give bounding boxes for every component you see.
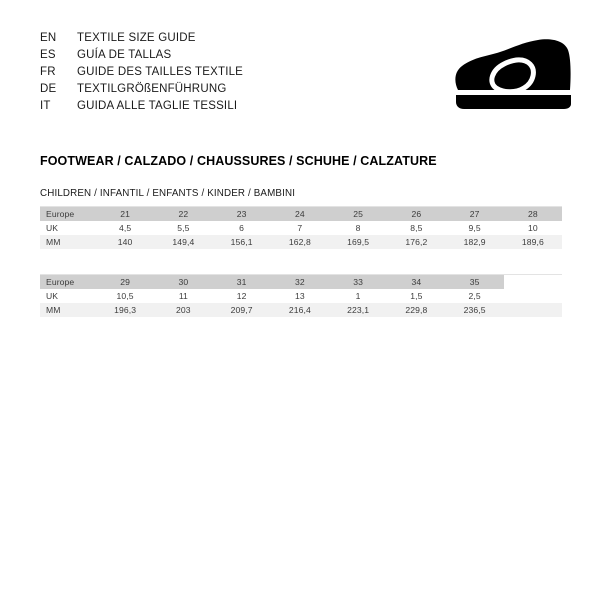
- cell: 25: [329, 206, 388, 221]
- language-title: GUIDE DES TAILLES TEXTILE: [77, 66, 244, 78]
- cell: 8: [329, 221, 388, 235]
- cell: 236,5: [445, 303, 504, 317]
- table-row: MM 196,3 203 209,7 216,4 223,1 229,8 236…: [40, 303, 562, 317]
- cell: 34: [387, 274, 446, 289]
- table-row: Europe 29 30 31 32 33 34 35: [40, 274, 562, 289]
- language-row-it: IT GUIDA ALLE TAGLIE TESSILI: [40, 100, 243, 117]
- cell: 24: [270, 206, 329, 221]
- cell: 2,5: [445, 289, 504, 303]
- language-row-de: DE TEXTILGRÖßENFÜHRUNG: [40, 83, 243, 100]
- footwear-section: FOOTWEAR / CALZADO / CHAUSSURES / SCHUHE…: [40, 154, 562, 317]
- table-row: UK 10,5 11 12 13 1 1,5 2,5: [40, 289, 562, 303]
- language-row-en: EN TEXTILE SIZE GUIDE: [40, 32, 243, 49]
- cell: 162,8: [270, 235, 329, 249]
- cell: 149,4: [154, 235, 213, 249]
- row-label: MM: [40, 235, 96, 249]
- language-code: IT: [40, 100, 51, 112]
- cell: 1: [329, 289, 388, 303]
- cell: 10: [503, 221, 562, 235]
- row-label: Europe: [40, 274, 96, 289]
- row-label: MM: [40, 303, 96, 317]
- cell: 33: [329, 274, 388, 289]
- row-label: UK: [40, 221, 96, 235]
- language-title: GUÍA DE TALLAS: [77, 49, 172, 61]
- cell: 23: [212, 206, 271, 221]
- language-code: FR: [40, 66, 56, 78]
- cell: 30: [154, 274, 213, 289]
- language-code: DE: [40, 83, 57, 95]
- cell: 11: [154, 289, 213, 303]
- cell: 140: [96, 235, 155, 249]
- cell: 203: [154, 303, 213, 317]
- language-code: ES: [40, 49, 56, 61]
- language-title: GUIDA ALLE TAGLIE TESSILI: [77, 100, 238, 112]
- cell: 169,5: [329, 235, 388, 249]
- cell: 1,5: [387, 289, 446, 303]
- row-label: UK: [40, 289, 96, 303]
- cell: 216,4: [270, 303, 329, 317]
- cell: 35: [445, 274, 504, 289]
- cell-empty: [503, 303, 562, 317]
- cell: 26: [387, 206, 446, 221]
- row-label: Europe: [40, 206, 96, 221]
- cell: 22: [154, 206, 213, 221]
- language-title: TEXTILE SIZE GUIDE: [77, 32, 196, 44]
- table-row: Europe 21 22 23 24 25 26 27 28: [40, 206, 562, 221]
- language-title: TEXTILGRÖßENFÜHRUNG: [77, 83, 227, 95]
- cell: 9,5: [445, 221, 504, 235]
- cell: 156,1: [212, 235, 271, 249]
- size-table-children-21-28: Europe 21 22 23 24 25 26 27 28 UK 4,5 5,…: [40, 206, 562, 249]
- childrens-shoe-icon: [452, 36, 574, 112]
- cell: 223,1: [329, 303, 388, 317]
- cell: 4,5: [96, 221, 155, 235]
- cell: 196,3: [96, 303, 155, 317]
- language-row-fr: FR GUIDE DES TAILLES TEXTILE: [40, 66, 243, 83]
- cell: 6: [212, 221, 271, 235]
- cell: 7: [270, 221, 329, 235]
- cell-empty: [503, 274, 562, 289]
- cell: 21: [96, 206, 155, 221]
- cell: 189,6: [503, 235, 562, 249]
- cell: 13: [270, 289, 329, 303]
- size-table-children-29-35: Europe 29 30 31 32 33 34 35 UK 10,5 11 1…: [40, 274, 562, 317]
- cell: 229,8: [387, 303, 446, 317]
- cell: 32: [270, 274, 329, 289]
- cell: 12: [212, 289, 271, 303]
- section-title: FOOTWEAR / CALZADO / CHAUSSURES / SCHUHE…: [40, 154, 437, 168]
- cell: 29: [96, 274, 155, 289]
- cell: 10,5: [96, 289, 155, 303]
- cell: 209,7: [212, 303, 271, 317]
- cell: 176,2: [387, 235, 446, 249]
- table-row: UK 4,5 5,5 6 7 8 8,5 9,5 10: [40, 221, 562, 235]
- cell: 8,5: [387, 221, 446, 235]
- language-list: EN TEXTILE SIZE GUIDE ES GUÍA DE TALLAS …: [40, 32, 243, 117]
- subsection-title: CHILDREN / INFANTIL / ENFANTS / KINDER /…: [40, 188, 296, 199]
- cell: 28: [503, 206, 562, 221]
- language-row-es: ES GUÍA DE TALLAS: [40, 49, 243, 66]
- table-spacer: [40, 249, 562, 267]
- cell: 27: [445, 206, 504, 221]
- cell-empty: [503, 289, 562, 303]
- cell: 31: [212, 274, 271, 289]
- table-row: MM 140 149,4 156,1 162,8 169,5 176,2 182…: [40, 235, 562, 249]
- language-code: EN: [40, 32, 57, 44]
- cell: 5,5: [154, 221, 213, 235]
- cell: 182,9: [445, 235, 504, 249]
